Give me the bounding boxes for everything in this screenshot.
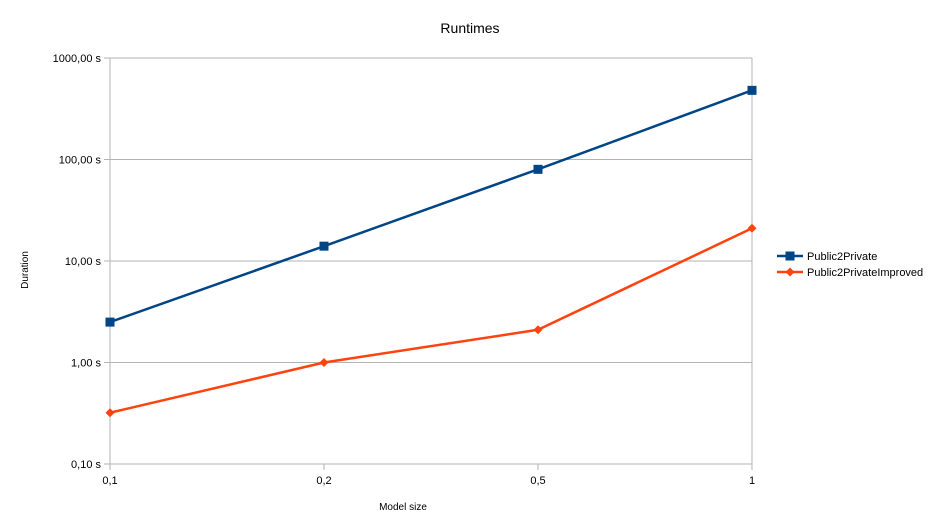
y-tick-label: 1,00 s (71, 358, 101, 370)
x-axis-label: Model size (379, 502, 427, 513)
legend-label: Public2PrivateImproved (807, 267, 923, 279)
y-tick-label: 0,10 s (71, 459, 101, 471)
data-point (747, 85, 757, 95)
data-point (533, 325, 543, 335)
legend-item: Public2PrivateImproved (777, 267, 923, 279)
data-point (105, 408, 115, 418)
series-1 (105, 85, 757, 327)
legend: Public2Private Public2PrivateImproved (777, 251, 923, 279)
series-2 (105, 223, 757, 418)
y-axis-label: Duration (20, 251, 31, 289)
x-tick-label: 1 (749, 475, 755, 487)
data-point (533, 164, 543, 174)
x-tick-label: 0,1 (102, 475, 117, 487)
y-tick-label: 10,00 s (65, 256, 102, 268)
chart-title: Runtimes (440, 20, 499, 36)
legend-label: Public2Private (807, 251, 877, 263)
data-point (747, 223, 757, 233)
series-line (109, 89, 753, 324)
tick-labels: 0,10 s 1,00 s 10,00 s 100,00 s 1000,00 s 0,1 0… (53, 53, 755, 487)
x-tick-label: 0,5 (530, 475, 545, 487)
grid-lines (104, 57, 753, 470)
data-point (105, 317, 115, 327)
series-layer (105, 85, 757, 418)
x-tick-label: 0,2 (316, 475, 331, 487)
series-line (109, 227, 753, 414)
y-tick-label: 100,00 s (59, 155, 102, 167)
data-point (319, 241, 329, 251)
legend-item: Public2Private (777, 251, 877, 263)
y-tick-label: 1000,00 s (53, 53, 102, 65)
axes (109, 58, 753, 465)
legend-swatch-marker (785, 251, 795, 261)
data-point (319, 358, 329, 367)
legend-swatch-marker (785, 267, 795, 277)
